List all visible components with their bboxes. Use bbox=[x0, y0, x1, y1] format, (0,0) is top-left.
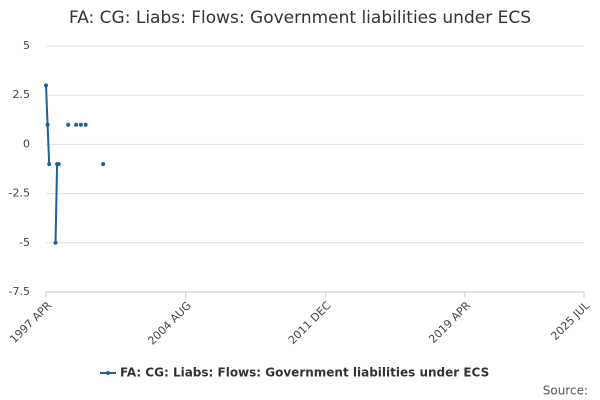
x-tick-label: 1997 APR bbox=[7, 299, 54, 346]
point bbox=[83, 122, 88, 127]
x-tick-label: 2011 DEC bbox=[286, 299, 334, 347]
legend-label: FA: CG: Liabs: Flows: Government liabili… bbox=[120, 366, 489, 380]
point bbox=[101, 162, 106, 167]
point bbox=[78, 122, 83, 127]
y-tick-label: 0 bbox=[23, 137, 30, 150]
point bbox=[53, 240, 58, 245]
point bbox=[45, 122, 50, 127]
series-line bbox=[54, 163, 59, 243]
chart-title: FA: CG: Liabs: Flows: Government liabili… bbox=[69, 8, 531, 28]
y-tick-label: -2.5 bbox=[9, 187, 30, 200]
point bbox=[74, 122, 79, 127]
y-tick-label: -5 bbox=[19, 236, 30, 249]
y-tick-label: -7.5 bbox=[9, 285, 30, 298]
point bbox=[66, 122, 71, 127]
source: Source: bbox=[543, 384, 588, 398]
point bbox=[44, 83, 48, 88]
x-tick-label: 2004 AUG bbox=[145, 299, 194, 348]
legend-marker-dot bbox=[106, 371, 110, 375]
x-tick-label: 2025 JUL bbox=[548, 298, 592, 342]
y-tick-label: 2.5 bbox=[13, 88, 31, 101]
point bbox=[56, 162, 61, 167]
point bbox=[47, 162, 52, 167]
y-tick-label: 5 bbox=[23, 39, 30, 52]
x-tick-label: 2019 APR bbox=[426, 299, 473, 346]
